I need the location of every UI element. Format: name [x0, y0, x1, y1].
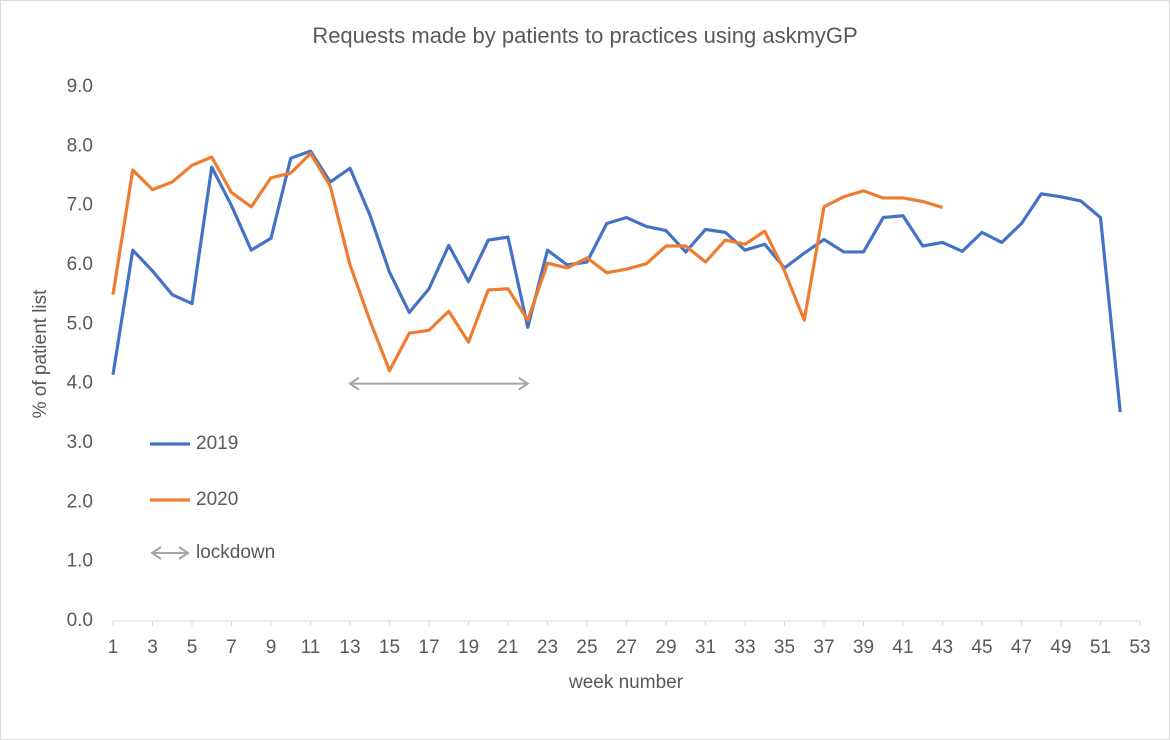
lockdown-arrow-head — [518, 376, 530, 391]
legend-lockdown-swatch-head — [178, 546, 190, 560]
x-tick-label: 15 — [379, 637, 400, 658]
y-tick-label: 5.0 — [67, 313, 93, 334]
legend-lockdown-swatch-head — [150, 546, 162, 560]
x-tick-label: 9 — [266, 637, 277, 658]
y-axis-label: % of patient list — [30, 289, 51, 419]
x-tick-label: 11 — [301, 637, 321, 658]
x-tick-label: 1 — [108, 637, 119, 658]
x-tick-label: 31 — [695, 637, 716, 658]
x-tick-label: 51 — [1090, 637, 1111, 658]
x-tick-label: 37 — [813, 637, 834, 658]
x-tick-label: 27 — [616, 637, 637, 658]
y-tick-label: 1.0 — [67, 551, 93, 572]
series-line — [111, 149, 1122, 413]
x-tick-label: 3 — [147, 637, 158, 658]
y-tick-label: 4.0 — [67, 373, 93, 394]
x-tick-label: 7 — [226, 637, 237, 658]
x-axis-label: week number — [568, 672, 684, 693]
x-tick-label: 29 — [655, 637, 676, 658]
y-tick-label: 6.0 — [67, 254, 93, 275]
y-tick-label: 8.0 — [67, 135, 93, 156]
legend-label: 2020 — [196, 489, 238, 510]
chart-title: Requests made by patients to practices u… — [312, 23, 857, 48]
x-tick-label: 39 — [853, 637, 874, 658]
x-tick-label: 13 — [339, 637, 360, 658]
x-tick-label: 25 — [576, 637, 597, 658]
lockdown-arrow-head — [348, 376, 360, 391]
x-tick-label: 19 — [458, 637, 479, 658]
x-tick-label: 47 — [1011, 637, 1032, 658]
y-tick-label: 3.0 — [67, 432, 93, 453]
x-tick-label: 41 — [892, 637, 913, 658]
y-tick-label: 7.0 — [67, 195, 93, 216]
x-tick-label: 17 — [418, 637, 439, 658]
y-tick-label: 2.0 — [67, 491, 93, 512]
y-tick-label: 0.0 — [67, 610, 93, 631]
x-tick-label: 5 — [187, 637, 198, 658]
x-tick-label: 49 — [1050, 637, 1071, 658]
x-tick-label: 33 — [734, 637, 755, 658]
x-tick-label: 23 — [537, 637, 558, 658]
y-tick-label: 9.0 — [67, 76, 93, 97]
x-tick-label: 43 — [932, 637, 953, 658]
legend-label: lockdown — [196, 542, 275, 563]
x-tick-label: 53 — [1129, 637, 1150, 658]
series-line — [111, 151, 943, 373]
legend-label: 2019 — [196, 433, 238, 454]
x-tick-label: 21 — [497, 637, 518, 658]
x-tick-label: 35 — [774, 637, 795, 658]
x-tick-label: 45 — [971, 637, 992, 658]
